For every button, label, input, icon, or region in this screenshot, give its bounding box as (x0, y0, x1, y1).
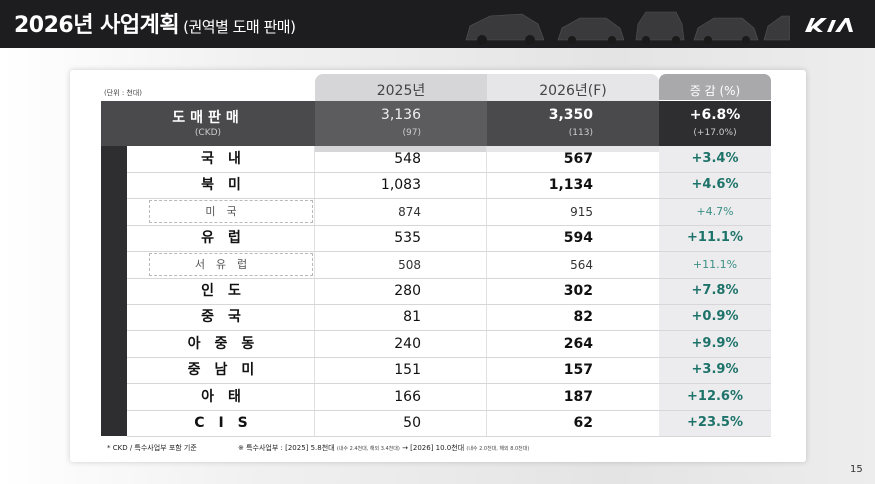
kia-logo (805, 18, 853, 32)
change-percent: +12.6% (687, 388, 743, 404)
value-2025: 548 (394, 151, 421, 167)
value-2026: 564 (570, 257, 593, 272)
total-2025: 3,136 (380, 107, 421, 123)
region-name: 인도 (201, 283, 255, 299)
change-percent: +4.7% (696, 204, 734, 218)
value-2025: 874 (398, 204, 421, 219)
footnote-left: * CKD / 특수사업부 포함 기준 (107, 444, 197, 452)
value-2025: 240 (394, 335, 421, 352)
region-name: 아태 (201, 388, 255, 405)
total-row: 도매판매 (CKD) 3,136 (97) 3,350 (113) +6.8% … (101, 101, 771, 146)
table-row: 유럽 535 594 +11.1% (127, 225, 771, 253)
total-change: +6.8% (689, 107, 741, 123)
table-row: 미국 874 915 +4.7% (127, 199, 771, 226)
page-subtitle: (권역별 도매 판매) (183, 18, 296, 36)
change-percent: +11.1% (687, 230, 743, 246)
value-2026: 264 (563, 335, 593, 352)
value-2025: 81 (403, 309, 421, 326)
total-row-sub: (CKD) (194, 128, 222, 138)
car-lineup-image (465, 11, 790, 45)
value-2026: 187 (563, 388, 593, 405)
change-percent: +9.9% (691, 335, 739, 351)
value-2026: 594 (563, 230, 593, 247)
region-name: 중남미 (187, 362, 269, 379)
region-name: CIS (194, 415, 262, 431)
change-percent: +11.1% (692, 257, 738, 271)
table-row: CIS 50 62 +23.5% (127, 410, 771, 437)
total-2025-sub: (97) (402, 128, 421, 138)
col-2026-header: 2026년(F) (539, 83, 607, 99)
change-percent: +23.5% (687, 415, 743, 430)
change-percent: +4.6% (691, 177, 739, 193)
header-bar: 2026년 사업계획 (권역별 도매 판매) (0, 0, 875, 48)
region-name: 중국 (201, 309, 255, 326)
change-column-bg (659, 146, 771, 436)
value-2026: 62 (573, 415, 593, 431)
change-percent: +0.9% (691, 309, 739, 325)
value-2025: 151 (394, 362, 421, 379)
unit-label: (단위 : 천대) (104, 89, 143, 97)
table-row: 서유럽 508 564 +11.1% (127, 252, 771, 279)
table-row: 국내 548 567 +3.4% (127, 146, 771, 173)
total-row-name: 도매판매 (172, 110, 244, 126)
col-change-header: 증 감 (%) (689, 84, 741, 98)
region-name: 북미 (201, 177, 255, 194)
region-name: 유럽 (201, 230, 255, 247)
page-number: 15 (850, 464, 863, 475)
table-row: 아중동 240 264 +9.9% (127, 331, 771, 358)
col-change-header-bg (659, 74, 771, 100)
total-2026-sub: (113) (568, 128, 593, 138)
table-row: 북미 1,083 1,134 +4.6% (127, 172, 771, 200)
total-2026: 3,350 (548, 107, 593, 123)
change-percent: +3.9% (691, 362, 739, 378)
value-2025: 508 (398, 257, 421, 272)
change-percent: +7.8% (691, 283, 739, 298)
region-name: 서유럽 (194, 257, 259, 271)
region-name: 미국 (205, 204, 248, 218)
table-row: 중남미 151 157 +3.9% (127, 357, 771, 385)
page-title: 2026년 사업계획 (권역별 도매 판매) (14, 13, 296, 38)
value-2026: 915 (570, 204, 593, 219)
table-row: 아태 166 187 +12.6% (127, 384, 771, 411)
value-2026: 157 (563, 362, 593, 379)
value-2025: 535 (394, 230, 421, 247)
region-name: 국내 (201, 151, 255, 167)
region-name: 아중동 (187, 335, 269, 352)
value-2026: 567 (563, 151, 593, 167)
table-row: 인도 280 302 +7.8% (127, 278, 771, 305)
table-row: 중국 81 82 +0.9% (127, 304, 771, 332)
region-sidebar (101, 146, 127, 436)
value-2025: 280 (394, 283, 421, 299)
total-change-sub: (+17.0%) (693, 128, 737, 138)
footnote-right: ※ 특수사업부 : [2025] 5.8천대 (내수 2.4천대, 해외 3.4… (238, 444, 530, 452)
value-2026: 82 (573, 309, 593, 326)
col-2025-header: 2025년 (376, 83, 426, 99)
value-2026: 1,134 (548, 177, 593, 194)
value-2025: 166 (394, 388, 421, 405)
value-2025: 50 (403, 415, 421, 431)
value-2026: 302 (563, 283, 593, 299)
change-percent: +3.4% (691, 151, 739, 166)
value-2025: 1,083 (380, 177, 421, 194)
